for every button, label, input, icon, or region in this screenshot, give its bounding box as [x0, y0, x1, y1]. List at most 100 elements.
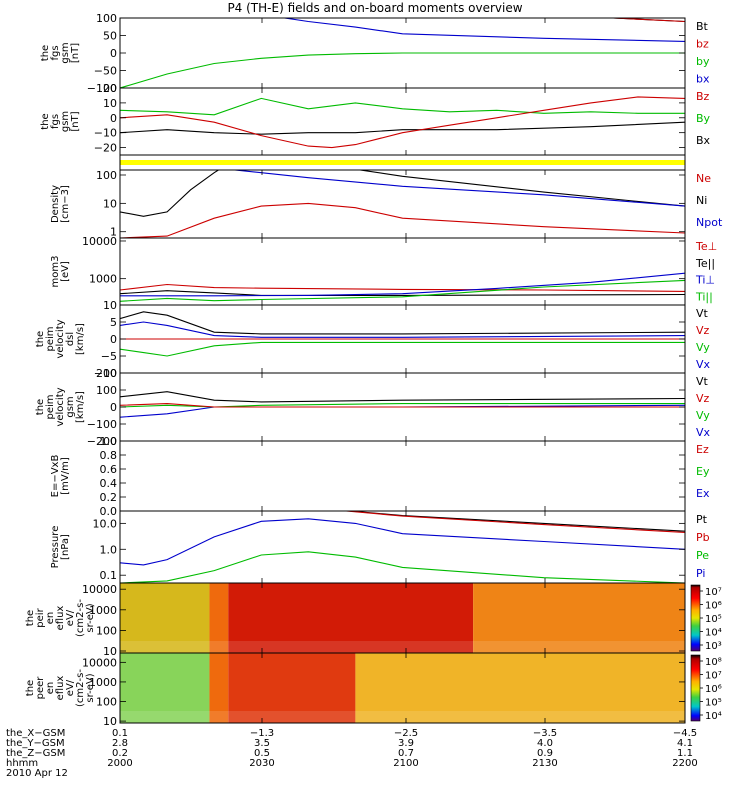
- y-tick-label: 10: [103, 197, 117, 210]
- y-axis-label: velocity: [55, 319, 66, 358]
- series-line: [340, 511, 685, 533]
- y-axis-label: fgs: [50, 114, 61, 129]
- legend-entry: Pe: [696, 549, 709, 562]
- y-tick-label: 200: [96, 367, 117, 380]
- series-line: [120, 272, 685, 297]
- series-line: [120, 403, 685, 408]
- y-axis-label: the: [35, 399, 46, 415]
- y-axis-label: fgs: [50, 45, 61, 60]
- y-tick-label: −5: [101, 350, 117, 363]
- y-tick-label: 1: [110, 226, 117, 239]
- y-tick-label: −20: [94, 142, 117, 155]
- colorbar-tick-label: 10⁷: [705, 587, 722, 598]
- legend-entry: Ti⊥: [695, 274, 715, 287]
- panel-frame: [119, 652, 686, 724]
- y-axis-label: peim: [45, 326, 56, 351]
- legend-entry: Ne: [696, 172, 711, 185]
- y-axis-label: peim: [45, 394, 56, 419]
- spectrogram-region: [209, 583, 229, 653]
- y-tick-label: 100: [96, 169, 117, 182]
- legend-entry: Bt: [696, 20, 709, 33]
- axis-row-value: 0.9: [537, 748, 553, 759]
- axis-row-label: the_Z−GSM: [6, 748, 65, 759]
- y-axis-label: peir: [35, 607, 46, 627]
- y-axis-label: en: [45, 612, 56, 625]
- y-tick-label: 0: [110, 112, 117, 125]
- panel-6: 200 100 0 −100 −200 the peim velocity gsm [km/s] V…: [35, 367, 711, 448]
- spectrogram-region: [228, 653, 356, 723]
- panel-10: 10⁸ 10⁷ 10⁶ 10⁵ 10⁴ 10000 1000 100 10 the peer en ef…: [25, 652, 722, 728]
- y-tick-label: 0.6: [100, 463, 118, 476]
- axis-row-label: hhmm: [6, 758, 38, 769]
- y-axis-label: Density: [50, 185, 61, 223]
- series-line: [120, 170, 685, 217]
- y-axis-label: eflux: [55, 676, 66, 701]
- y-axis-label: gsm: [65, 396, 76, 417]
- axis-row-value: 2030: [249, 758, 274, 769]
- axis-row-value: −3.5: [533, 728, 557, 739]
- plot-area: [120, 441, 685, 511]
- series-group: [120, 18, 685, 88]
- axis-row-value: 0.7: [398, 748, 414, 759]
- plot-area: [120, 170, 685, 238]
- y-tick-label: 0.4: [100, 477, 118, 490]
- y-axis-label: [nPa]: [60, 534, 71, 560]
- y-tick-label: 10000: [82, 583, 117, 596]
- y-tick-label: −100: [87, 82, 117, 95]
- panel-3: 100 10 1 Density [cm−3] Ne Ni Npot: [50, 169, 723, 239]
- series-line: [281, 18, 685, 42]
- y-tick-label: 20: [103, 82, 117, 95]
- series-line: [120, 97, 685, 116]
- legend-entry: Pi: [696, 567, 705, 580]
- y-tick-label: −10: [94, 367, 117, 380]
- y-tick-label: 0: [110, 333, 117, 346]
- y-axis-label: [nT]: [70, 111, 81, 131]
- y-axis-label: [eV]: [60, 261, 71, 282]
- legend-entry: By: [696, 112, 711, 125]
- y-tick-label: 5: [110, 316, 117, 329]
- y-axis-label: [km/s]: [75, 323, 86, 355]
- series-line: [120, 202, 685, 238]
- colorbar-tick-label: 10⁸: [705, 657, 722, 668]
- y-axis-label: the: [40, 113, 51, 129]
- series-line: [120, 96, 685, 149]
- y-tick-label: 50: [103, 30, 117, 43]
- axis-row-value: 0.1: [112, 728, 128, 739]
- spectrogram-region: [209, 653, 229, 723]
- y-tick-label: 10: [103, 97, 117, 110]
- panel-8: 10.0 1.0 0.1 Pressure [nPa] Pt Pb Pe Pi: [50, 510, 710, 584]
- y-axis-label: [cm−3]: [60, 185, 71, 223]
- axis-row-value: 2000: [107, 758, 132, 769]
- axis-row-value: 2100: [393, 758, 418, 769]
- y-tick-label: −100: [87, 418, 117, 431]
- y-axis-label: the: [40, 45, 51, 61]
- series-line: [120, 52, 685, 88]
- legend-entry: Te||: [695, 257, 715, 270]
- legend-entry: bx: [696, 73, 710, 86]
- y-axis-label: (cm2-s-: [75, 599, 86, 637]
- legend-entry: Vx: [696, 426, 711, 439]
- legend-entry: Bx: [696, 134, 711, 147]
- y-tick-label: 0.0: [100, 505, 118, 518]
- y-axis-label: eV/: [65, 609, 76, 626]
- panel-4: 10000 1000 mom3 [eV] Te⊥ Te|| Ti⊥ Ti||: [50, 235, 717, 306]
- series-group: [120, 311, 685, 357]
- colorbar: 10⁸ 10⁷ 10⁶ 10⁵ 10⁴: [690, 654, 722, 722]
- panel-1: 20 10 0 −10 −20 the fgs gsm [nT] Bz By Bx: [40, 82, 711, 156]
- y-tick-label: −10: [94, 127, 117, 140]
- y-axis-label: [km/s]: [75, 391, 86, 423]
- y-tick-label: 10000: [82, 656, 117, 669]
- legend-entry: Vt: [696, 375, 709, 388]
- y-tick-label: 0.2: [100, 491, 118, 504]
- axis-row-label: the_X−GSM: [6, 728, 65, 739]
- y-axis-label: Pressure: [50, 526, 61, 569]
- series-line: [120, 391, 685, 403]
- y-tick-label: 0.1: [100, 569, 118, 582]
- y-axis-label: E=−VxB: [50, 455, 61, 498]
- axis-row-value: 4.0: [537, 738, 553, 749]
- legend-entry: Ti||: [695, 290, 713, 303]
- y-tick-label: 100: [96, 12, 117, 25]
- series-line: [120, 279, 685, 302]
- y-axis-label: velocity: [55, 387, 66, 426]
